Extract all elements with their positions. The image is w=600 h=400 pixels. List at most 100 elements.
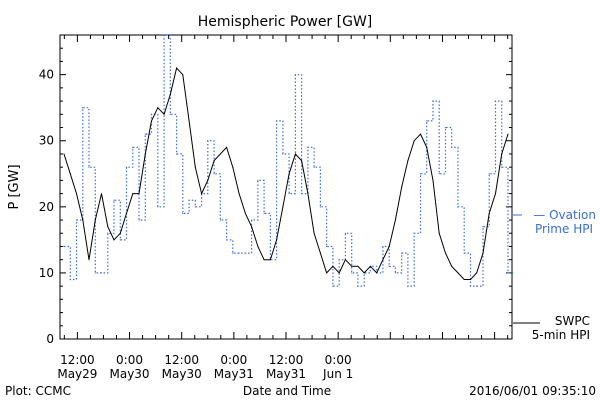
- ovation-point: [301, 193, 303, 195]
- y-tick-label: 20: [39, 200, 54, 214]
- ovation-point: [457, 206, 459, 208]
- ovation-point: [332, 285, 334, 287]
- swpc-point: [494, 193, 496, 195]
- ovation-point: [319, 206, 321, 208]
- ovation-point: [88, 166, 90, 168]
- series-ovation-prime-hpi: [63, 34, 514, 287]
- ovation-point: [257, 179, 259, 181]
- ovation-point: [188, 199, 190, 201]
- ovation-point: [132, 146, 134, 148]
- ovation-point: [394, 272, 397, 274]
- ovation-point: [469, 285, 472, 287]
- x-tick-label-time: 0:00: [220, 353, 247, 367]
- ovation-point: [251, 219, 253, 221]
- ovation-point: [163, 34, 165, 36]
- ovation-point: [232, 252, 234, 254]
- x-axis: 12:00May290:00May3012:00May300:00May3112…: [57, 35, 509, 381]
- swpc-point: [426, 146, 428, 148]
- swpc-point: [376, 272, 378, 274]
- x-axis-label: Date and Time: [243, 384, 331, 398]
- x-tick-label-time: 12:00: [269, 353, 304, 367]
- x-tick-label-date: May30: [109, 367, 149, 381]
- ovation-point: [119, 239, 121, 241]
- plot-frame: [59, 34, 513, 340]
- swpc-point: [469, 279, 471, 281]
- swpc-point: [294, 153, 296, 155]
- swpc-point: [126, 212, 128, 214]
- swpc-point: [463, 279, 465, 281]
- swpc-point: [307, 193, 309, 195]
- ovation-point: [69, 278, 71, 281]
- swpc-point: [319, 252, 321, 254]
- ovation-point: [288, 193, 290, 195]
- ovation-point: [244, 252, 246, 254]
- ovation-point: [413, 232, 415, 234]
- swpc-point: [157, 107, 159, 109]
- ovation-point: [75, 219, 78, 221]
- x-tick-label-time: 12:00: [60, 353, 95, 367]
- swpc-point: [269, 259, 271, 261]
- swpc-point: [232, 166, 234, 168]
- ovation-point: [338, 259, 340, 261]
- swpc-point: [357, 265, 359, 267]
- ovation-point: [294, 74, 296, 76]
- swpc-point: [163, 113, 165, 115]
- swpc-point: [401, 186, 403, 188]
- swpc-point: [88, 259, 90, 261]
- ovation-point: [313, 166, 315, 168]
- swpc-point: [251, 226, 253, 228]
- swpc-point: [407, 160, 409, 162]
- ovation-point: [94, 272, 96, 274]
- swpc-point: [63, 153, 65, 155]
- swpc-point: [169, 93, 171, 95]
- x-tick-label-time: 12:00: [164, 353, 199, 367]
- swpc-point: [444, 252, 446, 254]
- footer-plot-credit: Plot: CCMC: [5, 384, 71, 398]
- ovation-point: [501, 166, 503, 168]
- y-axis-label: P [GW]: [7, 164, 22, 209]
- ovation-point: [326, 245, 328, 248]
- ovation-point: [307, 146, 309, 148]
- swpc-point: [226, 146, 228, 148]
- ovation-point: [494, 100, 497, 102]
- ovation-point: [138, 219, 140, 221]
- swpc-point: [382, 259, 384, 261]
- swpc-point: [488, 212, 490, 214]
- legend-swpc: SWPC 5-min HPI: [513, 314, 590, 342]
- legend-ovation-line1: — Ovation: [533, 208, 596, 222]
- swpc-point: [332, 265, 334, 267]
- ovation-point: [113, 199, 115, 201]
- ovation-point: [225, 239, 228, 241]
- swpc-point: [451, 265, 453, 267]
- series-swpc-5min-hpi: [63, 66, 509, 281]
- swpc-point: [101, 193, 103, 195]
- swpc-point: [69, 173, 71, 175]
- ovation-point: [357, 285, 359, 287]
- ovation-point: [157, 206, 159, 208]
- chart-title: Hemispheric Power [GW]: [198, 14, 373, 30]
- swpc-point: [288, 173, 290, 175]
- ovation-point: [150, 113, 153, 115]
- ovation-point: [388, 265, 390, 267]
- swpc-point: [276, 239, 278, 241]
- swpc-point: [207, 179, 209, 181]
- swpc-point: [201, 193, 203, 195]
- ovation-point: [63, 245, 65, 248]
- ovation-point: [169, 113, 171, 115]
- swpc-point: [151, 120, 153, 122]
- ovation-point: [432, 100, 434, 102]
- y-tick-label: 0: [46, 332, 54, 346]
- swpc-point: [457, 272, 459, 274]
- x-tick-label-date: May31: [214, 367, 254, 381]
- ovation-point: [419, 173, 422, 175]
- ovation-point: [351, 272, 353, 274]
- swpc-point: [94, 219, 96, 221]
- ovation-point: [382, 245, 384, 248]
- swpc-point: [432, 179, 434, 181]
- ovation-point: [482, 226, 484, 228]
- legend-swpc-line2: 5-min HPI: [532, 328, 590, 342]
- swpc-point: [363, 272, 365, 274]
- ovation-point: [100, 272, 103, 274]
- swpc-point: [263, 259, 265, 261]
- swpc-point: [132, 193, 134, 195]
